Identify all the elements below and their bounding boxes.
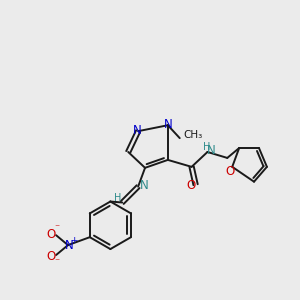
Text: N: N <box>140 179 148 192</box>
Text: N: N <box>207 145 216 158</box>
Text: N: N <box>164 118 172 131</box>
Text: O: O <box>186 179 195 192</box>
Text: O: O <box>46 250 56 262</box>
Text: O: O <box>46 228 56 241</box>
Text: O: O <box>226 165 235 178</box>
Text: N: N <box>64 238 73 252</box>
Text: +: + <box>70 236 78 245</box>
Text: N: N <box>133 124 142 137</box>
Text: H: H <box>114 193 121 202</box>
Text: H: H <box>203 142 210 152</box>
Text: ⁻: ⁻ <box>55 257 60 267</box>
Text: ⁻: ⁻ <box>55 223 60 233</box>
Text: CH₃: CH₃ <box>184 130 203 140</box>
